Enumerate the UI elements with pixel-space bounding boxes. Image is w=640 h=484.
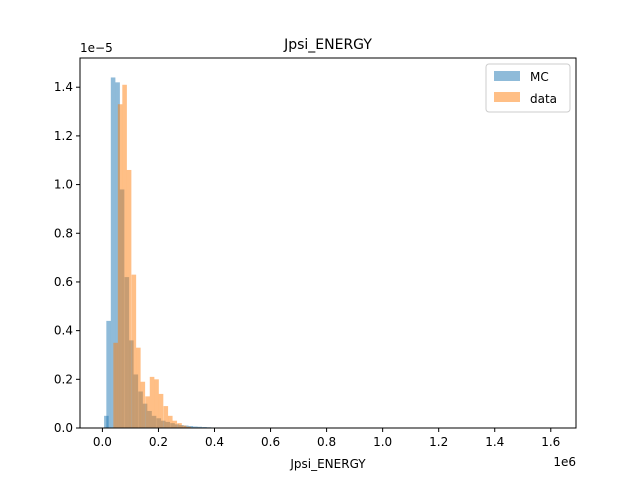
legend-swatch-data — [494, 92, 520, 102]
plot-frame — [80, 58, 576, 428]
x-axis-ticks: 0.0 0.2 0.4 0.6 0.8 1.0 1.2 1.4 1.6 — [93, 428, 560, 449]
bar-data-5 — [132, 275, 137, 428]
bar-data-15 — [177, 423, 182, 428]
chart-title: Jpsi_ENERGY — [283, 37, 372, 53]
bar-data-1 — [113, 343, 118, 428]
x-tick-label: 0.6 — [261, 435, 280, 449]
bar-data-13 — [168, 416, 173, 428]
legend: MC data — [486, 64, 570, 112]
x-tick-label: 0.0 — [93, 435, 112, 449]
bar-data-7 — [141, 382, 146, 428]
x-tick-label: 1.6 — [541, 435, 560, 449]
y-tick-label: 0.8 — [54, 226, 73, 240]
x-tick-label: 0.4 — [205, 435, 224, 449]
legend-swatch-mc — [494, 71, 520, 81]
y-tick-label: 0.6 — [54, 275, 73, 289]
bar-data-11 — [159, 394, 164, 428]
x-tick-label: 1.0 — [373, 435, 392, 449]
bar-data-9 — [150, 377, 155, 428]
bar-data-4 — [127, 170, 132, 428]
x-tick-label: 0.8 — [317, 435, 336, 449]
legend-label-data: data — [530, 92, 557, 106]
y-axis-ticks: 0.0 0.2 0.4 0.6 0.8 1.0 1.2 1.4 — [54, 80, 80, 435]
y-tick-label: 1.0 — [54, 178, 73, 192]
y-tick-label: 1.4 — [54, 80, 73, 94]
x-tick-label: 0.2 — [149, 435, 168, 449]
y-offset-text: 1e−5 — [80, 41, 113, 55]
bar-data-6 — [136, 348, 141, 428]
bar-data-8 — [145, 396, 150, 428]
bar-data-14 — [172, 421, 177, 428]
x-tick-label: 1.2 — [429, 435, 448, 449]
x-tick-label: 1.4 — [485, 435, 504, 449]
bars-layer — [104, 77, 239, 428]
bar-data-3 — [122, 85, 127, 428]
bar-data-2 — [118, 104, 123, 428]
x-offset-text: 1e6 — [553, 455, 576, 469]
bar-data-10 — [154, 379, 159, 428]
y-tick-label: 0.4 — [54, 324, 73, 338]
y-tick-label: 1.2 — [54, 129, 73, 143]
bar-mc-1 — [106, 321, 111, 428]
bar-data-12 — [164, 406, 169, 428]
legend-label-mc: MC — [530, 70, 549, 84]
y-tick-label: 0.2 — [54, 372, 73, 386]
y-tick-label: 0.0 — [54, 421, 73, 435]
x-axis-label: Jpsi_ENERGY — [289, 457, 366, 471]
